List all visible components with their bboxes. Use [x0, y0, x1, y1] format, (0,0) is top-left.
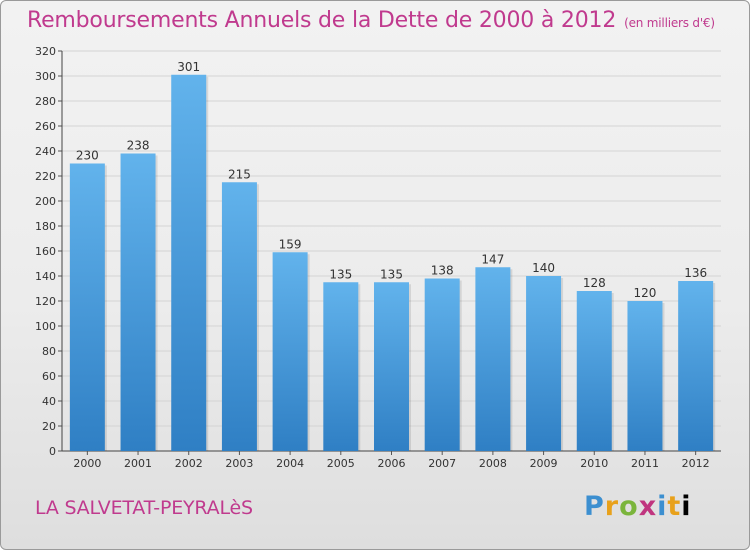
- bar: [627, 301, 663, 451]
- y-tick-label: 300: [35, 70, 56, 83]
- bar: [475, 267, 511, 451]
- y-tick-label: 160: [35, 245, 56, 258]
- bar: [221, 182, 257, 451]
- chart-title-text: Remboursements Annuels de la Dette de 20…: [27, 8, 617, 33]
- bar-value-label: 301: [177, 60, 200, 74]
- y-tick-label: 240: [35, 145, 56, 158]
- y-tick-label: 320: [35, 45, 56, 58]
- bar-value-label: 138: [431, 264, 454, 278]
- bar-value-label: 120: [634, 286, 657, 300]
- bar-value-label: 147: [481, 252, 504, 266]
- y-tick-label: 120: [35, 295, 56, 308]
- y-tick-label: 20: [42, 420, 56, 433]
- bar-value-label: 136: [684, 266, 707, 280]
- x-tick-label: 2001: [124, 457, 152, 470]
- bar: [171, 74, 207, 451]
- y-tick-label: 200: [35, 195, 56, 208]
- bar-value-label: 140: [532, 261, 555, 275]
- y-tick-label: 260: [35, 120, 56, 133]
- x-tick-label: 2009: [530, 457, 558, 470]
- y-tick-label: 80: [42, 345, 56, 358]
- commune-name: LA SALVETAT-PEYRALèS: [35, 497, 253, 519]
- y-tick-label: 180: [35, 220, 56, 233]
- y-tick-label: 280: [35, 95, 56, 108]
- bar-value-label: 238: [127, 139, 150, 153]
- bar: [120, 153, 156, 451]
- bar: [69, 163, 105, 451]
- bar-value-label: 159: [279, 237, 302, 251]
- x-tick-label: 2005: [327, 457, 355, 470]
- bar: [424, 278, 460, 451]
- x-tick-label: 2010: [580, 457, 608, 470]
- bar: [526, 276, 562, 451]
- y-tick-label: 0: [49, 445, 56, 458]
- x-tick-label: 2007: [428, 457, 456, 470]
- x-tick-label: 2004: [276, 457, 304, 470]
- x-tick-label: 2006: [378, 457, 406, 470]
- bar: [576, 291, 612, 451]
- bar: [323, 282, 359, 451]
- x-tick-label: 2000: [73, 457, 101, 470]
- y-tick-label: 60: [42, 370, 56, 383]
- bar: [272, 252, 308, 451]
- chart-title: Remboursements Annuels de la Dette de 20…: [27, 8, 715, 33]
- y-tick-label: 100: [35, 320, 56, 333]
- chart-subtitle: (en milliers d'€): [624, 16, 715, 30]
- x-tick-label: 2011: [631, 457, 659, 470]
- y-tick-label: 220: [35, 170, 56, 183]
- proxiti-logo: Proxiti: [584, 491, 692, 522]
- y-tick-label: 140: [35, 270, 56, 283]
- bar: [374, 282, 409, 451]
- bar-value-label: 128: [583, 276, 606, 290]
- x-tick-label: 2008: [479, 457, 507, 470]
- x-tick-label: 2012: [682, 457, 710, 470]
- bar-value-label: 230: [76, 149, 99, 163]
- bar-value-label: 215: [228, 167, 251, 181]
- bar: [678, 281, 714, 451]
- bar-value-label: 135: [329, 267, 352, 281]
- x-tick-label: 2002: [175, 457, 203, 470]
- y-tick-label: 40: [42, 395, 56, 408]
- x-tick-label: 2003: [225, 457, 253, 470]
- bar-value-label: 135: [380, 267, 403, 281]
